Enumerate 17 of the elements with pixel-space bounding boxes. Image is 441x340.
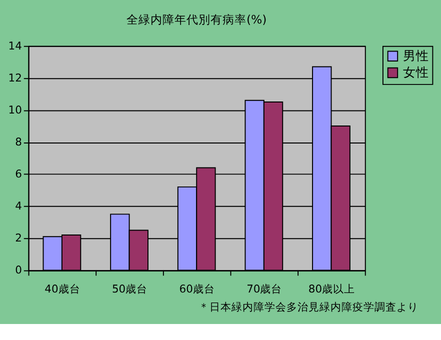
y-tick-label: 14 bbox=[8, 39, 22, 52]
y-tick-label: 12 bbox=[8, 71, 22, 84]
x-tick-label: 40歳台 bbox=[44, 282, 80, 296]
y-tick-label: 10 bbox=[8, 103, 22, 116]
y-tick-label: 8 bbox=[15, 135, 22, 148]
legend-label: 男性 bbox=[402, 48, 429, 64]
legend-label: 女性 bbox=[402, 64, 429, 80]
x-tick-label: 70歳台 bbox=[246, 282, 282, 296]
y-tick-label: 6 bbox=[15, 168, 22, 181]
text: ＊日本緑内障学会多治見緑内障疫学調査より bbox=[198, 300, 419, 314]
chart-title: 全緑内障年代別有病率(%) bbox=[126, 12, 267, 26]
x-tick-label: 50歳台 bbox=[112, 282, 148, 296]
x-tick-label: 60歳台 bbox=[179, 282, 215, 296]
x-tick-label: 80歳以上 bbox=[308, 282, 356, 296]
y-tick-label: 0 bbox=[15, 264, 22, 277]
y-tick-label: 2 bbox=[15, 232, 22, 245]
y-tick-label: 4 bbox=[15, 200, 22, 213]
